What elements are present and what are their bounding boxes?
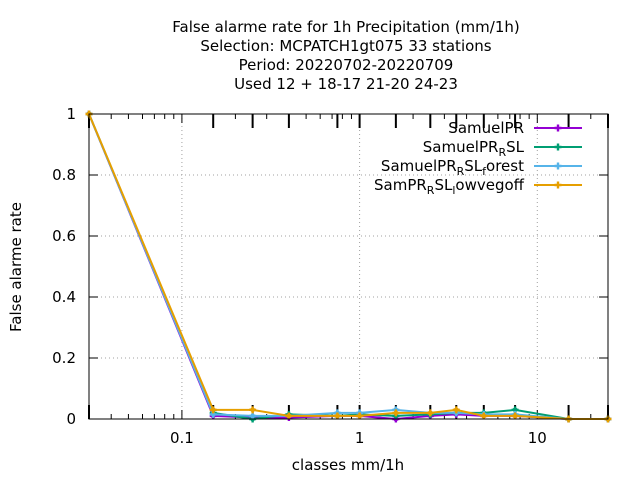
series-line [88,113,608,421]
series-point-dot [453,407,459,413]
y-tick-label: 1 [66,105,76,123]
series-point-dot [357,413,363,419]
legend-label: SamuelPR [448,119,524,137]
series-point-dot [250,413,256,419]
series-point-dot [286,413,292,419]
legend-label-part: orest [486,157,524,175]
series-point-dot [210,407,216,413]
title-line-1: False alarme rate for 1h Precipitation (… [172,18,520,36]
series-point-dot [334,413,340,419]
plot-frame [88,113,609,420]
title-line-2: Selection: MCPATCH1gt075 33 stations [200,37,491,55]
y-tick-label: 0 [66,410,76,428]
series-0 [85,110,612,423]
legend: SamuelPRSamuelPRRSLSamuelPRRSLforestSamP… [374,119,582,197]
legend-marker [554,143,562,151]
grid [89,114,608,419]
legend-label-subscript: R [498,146,506,159]
legend-marker [554,181,562,189]
series-point-dot [512,413,518,419]
series-point-dot [427,410,433,416]
x-tick-labels: 0.1 1 10 [170,429,547,447]
legend-marker [554,124,562,132]
y-tick-label: 0.2 [52,349,76,367]
legend-label-part: owvegoff [455,176,524,194]
chart-title: False alarme rate for 1h Precipitation (… [172,18,520,93]
series-3 [85,110,612,423]
legend-label-subscript: R [457,165,465,178]
legend-label: SamPRRSLlowvegoff [374,176,525,197]
series-point-dot [250,407,256,413]
series-line [88,113,608,421]
y-axis-label: False alarme rate [7,202,25,332]
x-tick-label: 0.1 [170,429,194,447]
legend-label-part: SL [434,176,453,194]
title-line-4: Used 12 + 18-17 21-20 24-23 [234,75,458,93]
series-line [88,113,608,420]
legend-label-subscript: l [452,184,455,197]
series-point-dot [393,410,399,416]
y-tick-labels: 0 0.2 0.4 0.6 0.8 1 [52,105,76,428]
legend-label-subscript: R [427,184,435,197]
y-tick-label: 0.6 [52,227,76,245]
x-axis-label: classes mm/1h [292,456,404,474]
x-tick-label: 10 [528,429,547,447]
title-line-3: Period: 20220702-20220709 [239,56,454,74]
plot-series [85,110,612,423]
legend-marker [554,162,562,170]
series-2 [85,110,612,423]
legend-label-main: SamuelPR [448,119,524,137]
x-tick-label: 1 [355,429,365,447]
legend-label: SamuelPRRSLforest [381,157,524,178]
series-1 [85,110,612,423]
legend-label-part: SL [464,157,483,175]
series-point-dot [481,413,487,419]
axis-ticks [88,113,609,420]
legend-label-main: SamuelPR [423,138,499,156]
legend-label-main: SamuelPR [381,157,457,175]
legend-label: SamuelPRRSL [423,138,525,159]
legend-label-main: SamPR [374,176,427,194]
y-tick-label: 0.8 [52,166,76,184]
legend-label-subscript: f [482,165,487,178]
series-line [88,113,608,420]
y-tick-label: 0.4 [52,288,76,306]
legend-label-part: SL [506,138,525,156]
